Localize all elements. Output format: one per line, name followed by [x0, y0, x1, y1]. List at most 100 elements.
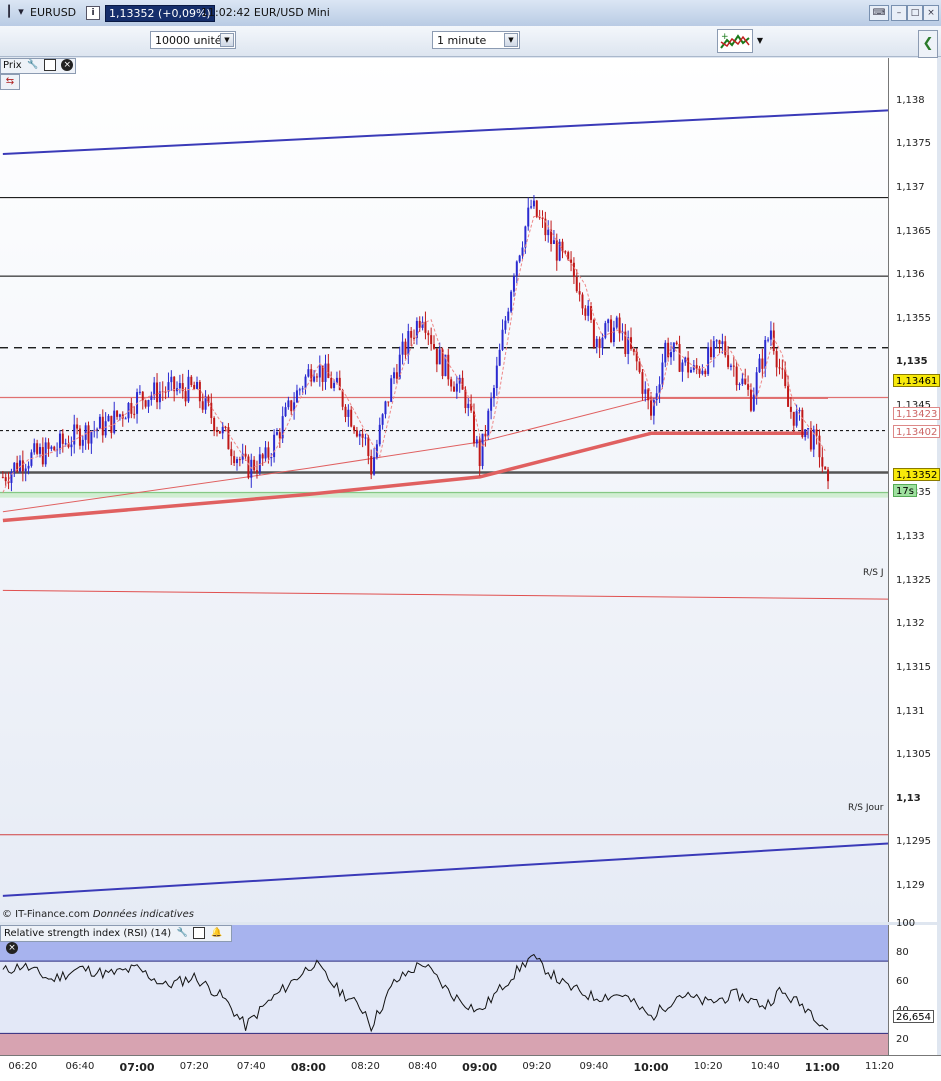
candle-body — [547, 229, 550, 236]
candle-body — [775, 351, 778, 368]
candle-body — [792, 411, 795, 426]
candle-body — [658, 384, 661, 394]
candle-body — [315, 376, 318, 378]
candle-body — [393, 372, 396, 379]
candle-body — [18, 460, 21, 472]
candle-body — [795, 411, 798, 426]
candle-body — [464, 389, 467, 409]
candle-body — [113, 410, 116, 433]
chevron-down-icon[interactable]: ▼ — [504, 33, 518, 47]
candle-body — [241, 453, 244, 460]
wrench-icon[interactable]: 🔧 — [176, 928, 188, 938]
candle-body — [38, 447, 41, 454]
candle-body — [390, 378, 393, 402]
price-axis[interactable]: 1,129 1,1295 1,13 1,1305 1,131 1,1315 1,132 1,1… — [888, 58, 941, 922]
minimize-icon[interactable]: – — [891, 5, 907, 21]
candle-body — [427, 332, 430, 336]
symbol-label[interactable]: EURUSD — [30, 6, 77, 19]
alert-bell-icon[interactable]: 🔔 — [211, 928, 223, 938]
keyboard-icon[interactable]: ⌨ — [869, 5, 889, 21]
rsi-line — [2, 953, 829, 1033]
candle-body — [267, 447, 270, 458]
close-icon[interactable]: × — [61, 59, 74, 71]
candle-body — [721, 341, 724, 345]
quantity-select[interactable]: 10000 unités ▼ — [150, 31, 236, 49]
close-icon[interactable]: × — [923, 5, 939, 21]
moving-average-line — [2, 431, 809, 523]
wrench-icon[interactable]: 🔧 — [27, 60, 39, 70]
candle-body — [338, 377, 341, 391]
chevron-down-icon[interactable]: ▼ — [220, 33, 234, 47]
rsi-axis-label: 80 — [896, 946, 909, 958]
candle-body — [501, 329, 504, 350]
candle-body — [718, 340, 721, 345]
close-icon[interactable]: × — [6, 942, 18, 954]
candle-body — [153, 382, 156, 396]
candle-body — [481, 433, 484, 467]
candle-body — [64, 443, 67, 445]
candle-body — [233, 456, 236, 464]
candle-body — [578, 291, 581, 295]
chevron-down-icon[interactable]: ▾ — [18, 5, 24, 18]
window-icon[interactable] — [193, 927, 206, 939]
candle-body — [230, 449, 233, 457]
candle-body — [584, 308, 587, 316]
rsi-chart — [0, 925, 888, 1055]
candle-body — [484, 433, 487, 437]
candle-body — [104, 421, 107, 436]
candle-body — [595, 338, 598, 348]
candle-body — [167, 382, 170, 392]
candle-body — [661, 362, 664, 385]
rsi-plot-area[interactable] — [0, 925, 888, 1055]
candle-body — [344, 406, 347, 417]
candle-body — [815, 429, 818, 436]
candle-body — [173, 376, 176, 392]
interval-value: 1 minute — [437, 34, 487, 47]
candle-body — [118, 414, 121, 417]
candle-body — [144, 400, 147, 407]
price-change-badge: 1,13352 (+0,09%) — [105, 5, 215, 22]
candle-body — [695, 365, 698, 369]
candle-body — [532, 200, 535, 207]
candle-body — [61, 433, 64, 444]
bar-countdown: 17s — [893, 484, 917, 497]
candle-body — [253, 459, 256, 471]
candle-body — [635, 351, 638, 362]
candle-body — [204, 396, 207, 410]
side-panel-toggle[interactable]: ❮ — [918, 30, 938, 58]
candle-body — [729, 365, 732, 367]
info-icon[interactable]: i — [86, 6, 100, 20]
candle-body — [487, 410, 490, 437]
time-axis[interactable]: 06:20 06:40 07:00 07:20 07:40 08:00 08:20 08:40… — [0, 1055, 941, 1081]
candle-body — [650, 400, 653, 416]
refresh-icon[interactable]: ⇆ — [0, 74, 20, 90]
candle-body — [675, 342, 678, 345]
candle-body — [455, 383, 458, 392]
price-axis-label: 1,1365 — [896, 225, 931, 237]
price-plot-area[interactable] — [0, 58, 888, 922]
candlestick-icon[interactable]: ┃ — [5, 5, 13, 18]
candle-body — [227, 427, 230, 450]
chart-tools-button[interactable]: + — [717, 29, 753, 53]
candle-body — [441, 349, 444, 377]
candle-body — [264, 447, 267, 459]
window-icon[interactable] — [44, 59, 57, 71]
candle-body — [270, 457, 273, 459]
chevron-down-icon[interactable]: ▼ — [756, 36, 764, 45]
candle-body — [293, 402, 296, 412]
candle-body — [98, 416, 101, 429]
candle-body — [261, 454, 264, 459]
interval-select[interactable]: 1 minute ▼ — [432, 31, 520, 49]
trend-line — [2, 109, 888, 155]
candle-body — [21, 460, 24, 472]
candle-body — [689, 369, 692, 373]
candle-body — [158, 391, 161, 403]
candle-body — [1, 476, 4, 478]
maximize-icon[interactable]: □ — [907, 5, 923, 21]
candle-body — [490, 398, 493, 411]
candle-body — [761, 358, 764, 369]
candle-body — [190, 376, 193, 386]
rsi-axis[interactable]: 20406080100 26,654 — [888, 918, 937, 1055]
candle-body — [124, 418, 127, 420]
candle-body — [749, 389, 752, 411]
